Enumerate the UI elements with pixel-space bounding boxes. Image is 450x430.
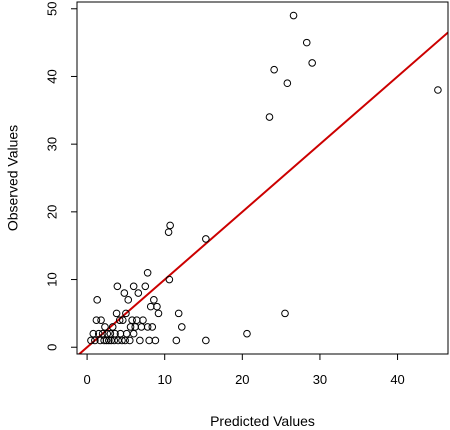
data-point (92, 316, 101, 324)
y-tick-label: 30 (44, 137, 59, 151)
data-point (93, 296, 101, 304)
axis-ticks: 0 10 20 30 40 0 10 20 30 40 50 (44, 2, 404, 387)
data-point (243, 329, 251, 338)
data-point (283, 79, 292, 88)
data-point (136, 336, 144, 345)
data-point (89, 329, 98, 338)
data-point (143, 323, 152, 331)
data-point (124, 296, 133, 304)
data-point (174, 309, 183, 318)
data-point (134, 289, 143, 297)
data-point (105, 336, 113, 345)
fit-line-layer (77, 31, 448, 354)
data-points (87, 11, 442, 345)
x-axis-label: Predicted Values (210, 413, 315, 429)
data-point (111, 329, 119, 338)
data-point (94, 329, 103, 338)
data-point (141, 282, 150, 291)
y-axis-label: Observed Values (5, 125, 21, 231)
data-point (164, 228, 173, 236)
data-point (103, 329, 112, 338)
data-point (118, 336, 126, 345)
data-point (166, 221, 174, 230)
x-tick-label: 40 (390, 372, 404, 387)
x-tick-label: 20 (235, 372, 249, 387)
data-point (101, 323, 109, 331)
data-point (289, 11, 298, 20)
data-point (265, 113, 274, 121)
data-point (113, 282, 122, 291)
data-point (172, 336, 181, 345)
data-point (108, 323, 117, 331)
data-point (153, 302, 161, 311)
y-tick-label: 50 (44, 2, 59, 16)
data-point (308, 59, 316, 67)
data-point (177, 323, 186, 331)
data-point (151, 336, 160, 345)
data-point (202, 235, 210, 243)
data-point (97, 316, 105, 324)
data-point (202, 336, 210, 345)
x-tick-label: 0 (83, 372, 90, 387)
data-point (150, 296, 158, 304)
y-tick-label: 10 (44, 272, 59, 286)
data-point (120, 289, 129, 297)
y-tick-label: 20 (44, 205, 59, 219)
data-point (112, 309, 121, 318)
data-point (118, 316, 127, 324)
data-point (115, 316, 124, 324)
data-point (129, 329, 138, 338)
y-tick-label: 0 (44, 344, 59, 351)
data-point (91, 336, 99, 345)
data-point (434, 86, 442, 94)
data-point (139, 316, 147, 324)
data-point (148, 323, 157, 331)
data-point (128, 316, 136, 324)
data-point (121, 336, 129, 345)
data-point (165, 275, 174, 284)
data-point (281, 309, 289, 318)
data-point (270, 65, 278, 74)
data-point (125, 336, 134, 345)
x-tick-label: 10 (157, 372, 171, 387)
data-point (302, 38, 311, 47)
x-tick-label: 30 (313, 372, 327, 387)
data-point (129, 282, 138, 291)
data-point (98, 329, 107, 338)
data-point (122, 309, 130, 318)
data-point (154, 309, 163, 318)
data-point (87, 336, 95, 345)
y-tick-label: 40 (44, 69, 59, 83)
data-point (126, 323, 135, 331)
fit-line (77, 31, 448, 354)
plot-frame (76, 1, 449, 355)
data-point (143, 268, 152, 277)
